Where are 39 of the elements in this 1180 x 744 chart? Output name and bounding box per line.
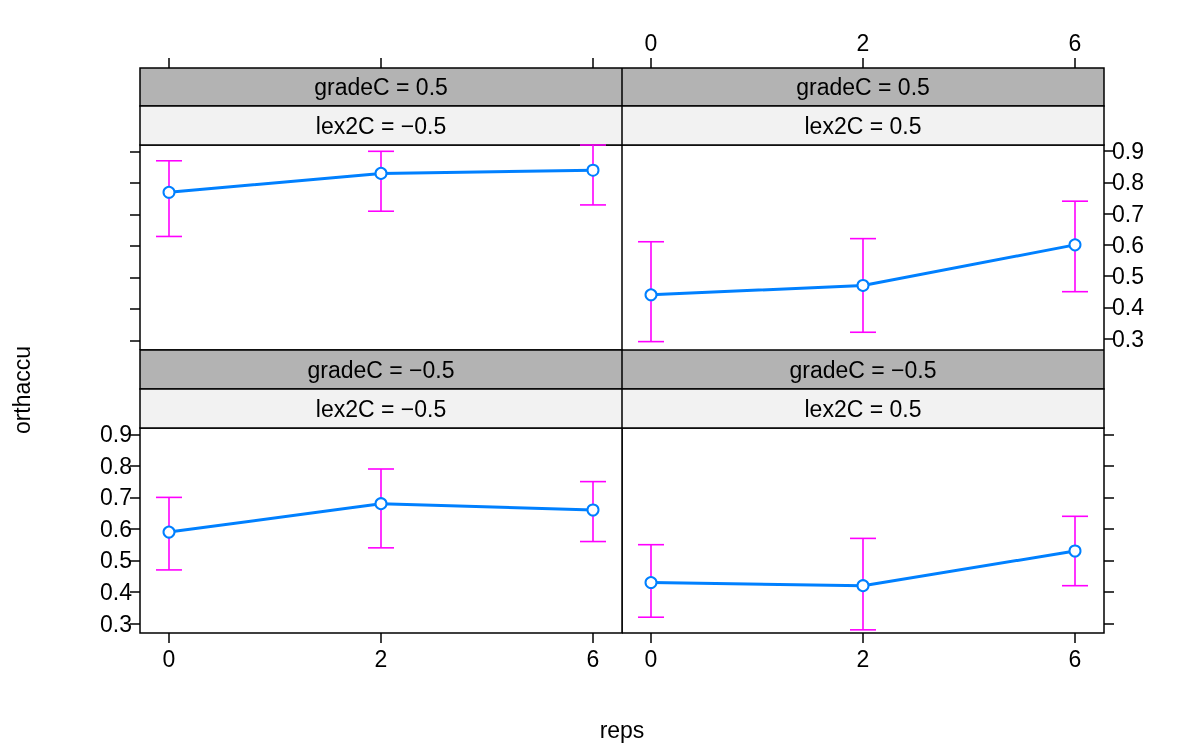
y-tick-label: 0.3	[1112, 325, 1144, 352]
y-axis-title: orthaccu	[9, 345, 35, 435]
y-tick-label: 0.9	[1112, 138, 1144, 165]
y-tick-label: 0.4	[100, 579, 133, 605]
x-tick-label: 0	[644, 645, 658, 672]
y-tick-label: 0.9	[100, 421, 132, 448]
point	[374, 497, 388, 511]
chart-subtitle: lex2C = 0.5	[804, 112, 922, 139]
x-tick-label: 0	[162, 645, 176, 672]
x-axis-title: reps	[599, 717, 645, 743]
x-tick-label: 2	[374, 645, 388, 672]
chart-subtitle: lex2C = 0.5	[804, 395, 922, 422]
x-tick-label: 0	[644, 29, 658, 56]
y-tick-label: 0.7	[100, 484, 132, 511]
y-tick-label: 0.3	[100, 610, 132, 637]
point	[856, 278, 870, 292]
y-tick-label: 0.6	[1112, 231, 1144, 258]
chart-title: gradeC = 0.5	[796, 74, 930, 100]
x-tick-label: 2	[856, 29, 870, 56]
point	[1068, 238, 1082, 252]
point	[644, 288, 658, 302]
y-tick-label: 0.8	[100, 452, 132, 479]
chart-title: gradeC = 0.5	[314, 74, 448, 100]
y-tick-label: 0.5	[100, 547, 132, 574]
y-tick-label: 0.4	[1112, 294, 1145, 321]
y-tick-label: 0.8	[1112, 169, 1144, 196]
point	[586, 503, 600, 517]
point	[162, 525, 176, 539]
chart-subtitle: lex2C = −0.5	[315, 395, 447, 422]
x-tick-label: 6	[586, 645, 600, 672]
chart-subtitle: lex2C = −0.5	[315, 112, 447, 139]
y-tick-label: 0.5	[1112, 263, 1144, 290]
chart-title: gradeC = −0.5	[307, 356, 455, 383]
x-tick-label: 6	[1068, 29, 1082, 56]
x-tick-label: 6	[1068, 645, 1082, 672]
x-tick-label: 2	[856, 645, 870, 672]
y-tick-label: 0.7	[1112, 200, 1144, 227]
y-tick-label: 0.6	[100, 515, 132, 542]
chart-title: gradeC = −0.5	[789, 356, 937, 383]
